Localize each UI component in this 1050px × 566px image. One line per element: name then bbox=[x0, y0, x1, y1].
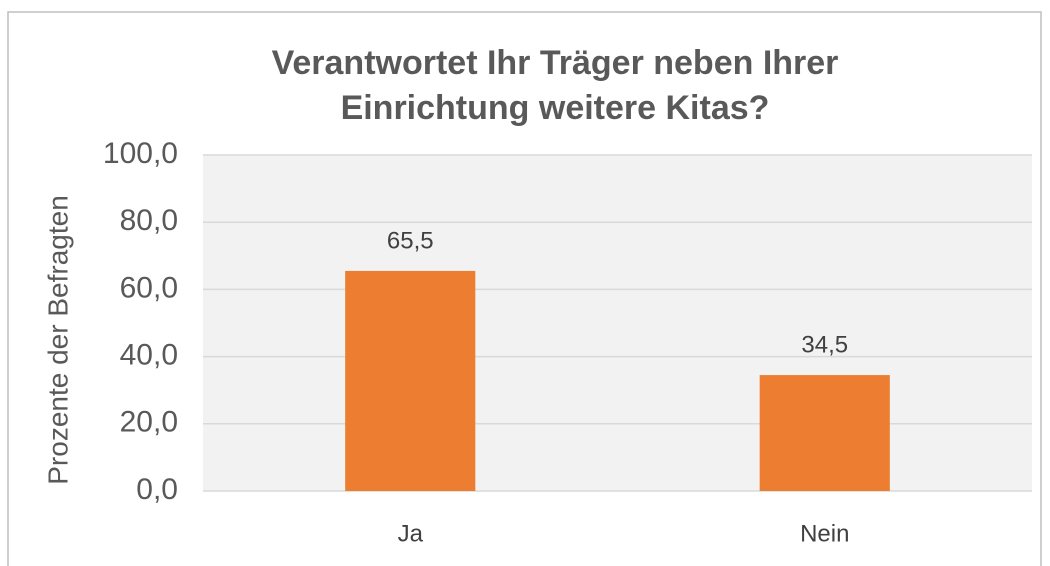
chart-title: Verantwortet Ihr Träger neben Ihrer bbox=[272, 44, 839, 82]
y-tick-label: 40,0 bbox=[120, 339, 178, 372]
y-tick-label: 0,0 bbox=[136, 473, 178, 506]
data-label: 65,5 bbox=[387, 227, 434, 254]
x-tick-label: Ja bbox=[398, 520, 424, 547]
data-label: 34,5 bbox=[801, 331, 848, 358]
chart-border bbox=[7, 11, 1042, 566]
y-tick-label: 20,0 bbox=[120, 406, 178, 439]
bar bbox=[759, 375, 890, 491]
plot-area bbox=[203, 155, 1032, 491]
x-tick-label: Nein bbox=[800, 520, 849, 547]
y-tick-label: 100,0 bbox=[103, 137, 178, 170]
y-tick-label: 80,0 bbox=[120, 204, 178, 237]
bar bbox=[345, 270, 476, 491]
chart-title: Einrichtung weitere Kitas? bbox=[341, 89, 770, 127]
y-tick-label: 60,0 bbox=[120, 271, 178, 304]
y-axis-label: Prozente der Befragten bbox=[42, 195, 73, 485]
